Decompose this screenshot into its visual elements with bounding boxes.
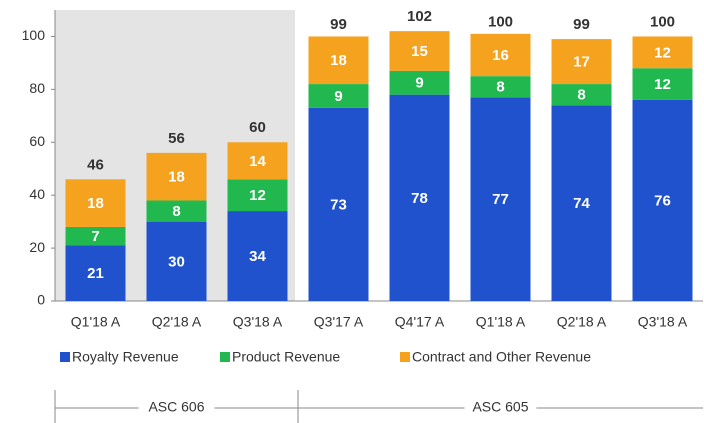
bar-segment bbox=[551, 105, 612, 302]
legend-label: Product Revenue bbox=[232, 349, 340, 365]
bar-segment bbox=[470, 97, 531, 301]
total-label: 100 bbox=[650, 13, 675, 30]
x-tick-label: Q3'18 A bbox=[638, 314, 688, 330]
bar-segment bbox=[389, 70, 450, 95]
bar-segment bbox=[308, 84, 369, 108]
y-tick-label: 20 bbox=[29, 239, 45, 255]
segment-label: 7 bbox=[91, 228, 99, 245]
bar-segment bbox=[65, 179, 126, 227]
bar-segment bbox=[308, 107, 369, 301]
legend-swatch bbox=[60, 352, 70, 362]
bar-segment bbox=[470, 76, 531, 98]
segment-label: 18 bbox=[168, 169, 185, 186]
bar-segment bbox=[308, 36, 369, 85]
bar-segment bbox=[146, 152, 207, 201]
y-tick-label: 0 bbox=[37, 292, 45, 308]
segment-label: 9 bbox=[334, 88, 342, 105]
x-tick-label: Q1'18 A bbox=[71, 314, 121, 330]
segment-label: 30 bbox=[168, 253, 185, 270]
total-label: 60 bbox=[249, 119, 266, 136]
bar-segment bbox=[389, 31, 450, 71]
bar-segment bbox=[389, 94, 450, 302]
y-tick-label: 60 bbox=[29, 133, 45, 149]
bar-segment bbox=[227, 211, 288, 301]
segment-label: 78 bbox=[411, 190, 428, 207]
segment-label: 74 bbox=[573, 195, 590, 212]
segment-label: 16 bbox=[492, 47, 509, 64]
segment-label: 9 bbox=[415, 75, 423, 92]
segment-label: 34 bbox=[249, 248, 266, 265]
segment-label: 12 bbox=[654, 76, 671, 93]
y-tick-label: 100 bbox=[22, 27, 46, 43]
total-label: 99 bbox=[330, 16, 347, 33]
segment-label: 8 bbox=[577, 87, 585, 104]
segment-label: 12 bbox=[654, 44, 671, 61]
segment-label: 76 bbox=[654, 192, 671, 209]
legend-swatch bbox=[220, 352, 230, 362]
segment-label: 18 bbox=[87, 195, 104, 212]
segment-label: 14 bbox=[249, 153, 266, 170]
segment-label: 73 bbox=[330, 196, 347, 213]
total-label: 46 bbox=[87, 156, 104, 173]
segment-label: 8 bbox=[172, 203, 180, 220]
bar-segment bbox=[65, 245, 126, 301]
bar-segment bbox=[65, 226, 126, 246]
x-tick-label: Q2'18 A bbox=[152, 314, 202, 330]
legend-label: Royalty Revenue bbox=[72, 349, 179, 365]
legend-swatch bbox=[400, 352, 410, 362]
total-label: 100 bbox=[488, 13, 513, 30]
bar-segment bbox=[632, 68, 693, 100]
y-tick-label: 80 bbox=[29, 80, 45, 96]
segment-label: 21 bbox=[87, 265, 104, 282]
y-tick-label: 40 bbox=[29, 186, 45, 202]
x-tick-label: Q4'17 A bbox=[395, 314, 445, 330]
group-label: ASC 606 bbox=[148, 399, 204, 415]
segment-label: 17 bbox=[573, 54, 590, 71]
segment-label: 8 bbox=[496, 79, 504, 96]
total-label: 56 bbox=[168, 130, 185, 147]
x-tick-label: Q3'18 A bbox=[233, 314, 283, 330]
bar-segment bbox=[632, 99, 693, 301]
bar-segment bbox=[227, 142, 288, 180]
total-label: 99 bbox=[573, 16, 590, 33]
legend-label: Contract and Other Revenue bbox=[412, 349, 591, 365]
x-tick-label: Q2'18 A bbox=[557, 314, 607, 330]
segment-label: 15 bbox=[411, 43, 428, 60]
segment-label: 77 bbox=[492, 191, 509, 208]
group-label: ASC 605 bbox=[472, 399, 528, 415]
bar-segment bbox=[551, 39, 612, 85]
segment-label: 12 bbox=[249, 187, 266, 204]
total-label: 102 bbox=[407, 8, 432, 25]
bar-segment bbox=[632, 36, 693, 69]
bar-segment bbox=[227, 179, 288, 212]
bar-segment bbox=[551, 84, 612, 106]
bar-segment bbox=[146, 221, 207, 301]
bar-segment bbox=[470, 33, 531, 77]
segment-label: 18 bbox=[330, 52, 347, 69]
x-tick-label: Q1'18 A bbox=[476, 314, 526, 330]
x-tick-label: Q3'17 A bbox=[314, 314, 364, 330]
bar-segment bbox=[146, 200, 207, 222]
